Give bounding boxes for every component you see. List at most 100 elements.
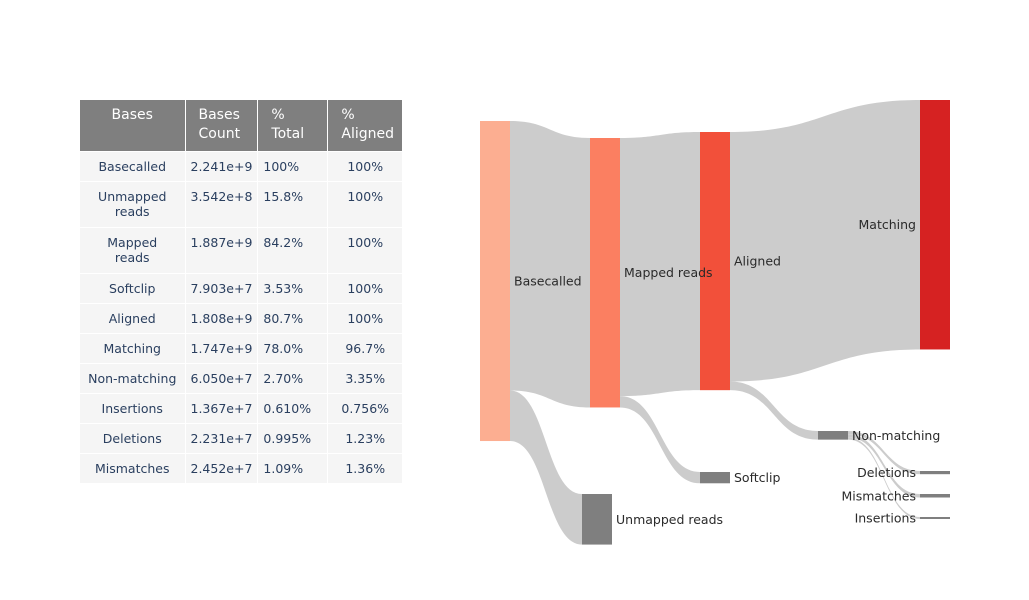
header-text: Count (198, 126, 241, 142)
cell-text: Deletions (102, 431, 162, 446)
sankey-label-basecalled: Basecalled (514, 274, 582, 289)
cell-text: Mismatches (94, 461, 170, 476)
total-percent-cell: 100% (257, 151, 329, 182)
count-cell: 1.808e+9 (185, 303, 259, 334)
table-row: Insertions 1.367e+7 0.610% 0.756% (80, 393, 404, 424)
cell-text: 1.367e+7 (190, 401, 253, 416)
sankey-label-aligned: Aligned (734, 254, 781, 269)
aligned-percent-cell: 0.756% (327, 393, 404, 424)
table-row: Basecalled 2.241e+9 100% 100% (80, 151, 404, 182)
sankey-label-nonmatching: Non-matching (852, 428, 940, 443)
header-text: % (271, 107, 285, 123)
header-text: % (341, 107, 355, 123)
cell-text: 3.53% (263, 281, 304, 296)
row-label-cell: Mapped reads (80, 227, 186, 274)
cell-text: 1.36% (345, 461, 386, 476)
count-cell: 6.050e+7 (185, 363, 259, 394)
table-body: Basecalled 2.241e+9 100% 100% Unmapped reads 3… (80, 151, 404, 484)
cell-text: 1.808e+9 (190, 311, 253, 326)
cell-text: reads (114, 250, 150, 265)
aligned-percent-cell: 1.36% (327, 453, 404, 484)
sankey-nodes (480, 100, 950, 545)
total-percent-cell: 84.2% (257, 227, 329, 274)
aligned-percent-cell: 100% (327, 273, 404, 304)
table-header-cell: Bases Count (185, 100, 259, 152)
count-cell: 2.241e+9 (185, 151, 259, 182)
count-cell: 2.452e+7 (185, 453, 259, 484)
cell-text: Non-matching (88, 371, 177, 386)
table-row: Aligned 1.808e+9 80.7% 100% (80, 303, 404, 334)
cell-text: Mapped (107, 235, 158, 250)
row-label-cell: Softclip (80, 273, 186, 304)
sankey-label-deletions: Deletions (857, 465, 916, 480)
row-label-cell: Basecalled (80, 151, 186, 182)
table-row: Mapped reads 1.887e+9 84.2% 100% (80, 227, 404, 274)
table-row: Unmapped reads 3.542e+8 15.8% 100% (80, 181, 404, 228)
table-row: Deletions 2.231e+7 0.995% 1.23% (80, 423, 404, 454)
cell-text: 15.8% (263, 189, 304, 204)
cell-text: 78.0% (263, 341, 304, 356)
row-label-cell: Deletions (80, 423, 186, 454)
sankey-label-softclip: Softclip (734, 470, 780, 485)
sankey-node-mapped (590, 138, 620, 408)
sankey-label-unmapped: Unmapped reads (616, 512, 723, 527)
table-row: Softclip 7.903e+7 3.53% 100% (80, 273, 404, 304)
sankey-node-matching (920, 100, 950, 350)
table-header-cell: Bases (80, 100, 186, 152)
cell-text: Basecalled (98, 159, 167, 174)
table-header-cell: % Aligned (327, 100, 404, 152)
cell-text: 96.7% (345, 341, 386, 356)
sankey-node-aligned (700, 132, 730, 391)
cell-text: 2.70% (263, 371, 304, 386)
sankey-node-basecalled (480, 121, 510, 442)
cell-text: 84.2% (263, 235, 304, 250)
count-cell: 1.747e+9 (185, 333, 259, 364)
total-percent-cell: 2.70% (257, 363, 329, 394)
cell-text: 0.995% (263, 431, 312, 446)
cell-text: reads (114, 204, 150, 219)
table-row: Non-matching 6.050e+7 2.70% 3.35% (80, 363, 404, 394)
header-text: Total (271, 126, 305, 142)
cell-text: 1.23% (345, 431, 386, 446)
table-header-cell: % Total (257, 100, 329, 152)
row-label-cell: Matching (80, 333, 186, 364)
sankey-node-mismatches (920, 494, 950, 498)
sankey-link-nonmatching-mismatches (848, 434, 920, 498)
aligned-percent-cell: 100% (327, 303, 404, 334)
cell-text: 100% (347, 281, 384, 296)
header-text: Bases (111, 107, 153, 123)
header-text: Aligned (341, 126, 395, 142)
total-percent-cell: 0.995% (257, 423, 329, 454)
cell-text: Softclip (109, 281, 156, 296)
cell-text: 1.747e+9 (190, 341, 253, 356)
total-percent-cell: 15.8% (257, 181, 329, 228)
count-cell: 3.542e+8 (185, 181, 259, 228)
row-label-cell: Insertions (80, 393, 186, 424)
table-row: Matching 1.747e+9 78.0% 96.7% (80, 333, 404, 364)
row-label-cell: Aligned (80, 303, 186, 334)
sankey-labels: Basecalled Mapped reads Unmapped reads Alig… (514, 217, 940, 527)
total-percent-cell: 0.610% (257, 393, 329, 424)
sankey-node-unmapped (582, 494, 612, 545)
sankey-label-insertions: Insertions (855, 511, 916, 526)
cell-text: 2.241e+9 (190, 159, 253, 174)
table-row: Mismatches 2.452e+7 1.09% 1.36% (80, 453, 404, 484)
cell-text: 100% (263, 159, 300, 174)
sankey-label-mismatches: Mismatches (841, 488, 916, 503)
row-label-cell: Unmapped reads (80, 181, 186, 228)
sankey-link-nonmatching-insertions (848, 437, 920, 519)
cell-text: 2.452e+7 (190, 461, 253, 476)
aligned-percent-cell: 1.23% (327, 423, 404, 454)
cell-text: 1.887e+9 (190, 235, 253, 250)
sankey-label-matching: Matching (859, 217, 916, 232)
aligned-percent-cell: 100% (327, 227, 404, 274)
total-percent-cell: 3.53% (257, 273, 329, 304)
total-percent-cell: 78.0% (257, 333, 329, 364)
cell-text: 3.542e+8 (190, 189, 253, 204)
sankey-link-basecalled-mapped (510, 121, 590, 408)
count-cell: 1.367e+7 (185, 393, 259, 424)
cell-text: 100% (347, 311, 384, 326)
sankey-node-deletions (920, 471, 950, 475)
cell-text: 7.903e+7 (190, 281, 253, 296)
